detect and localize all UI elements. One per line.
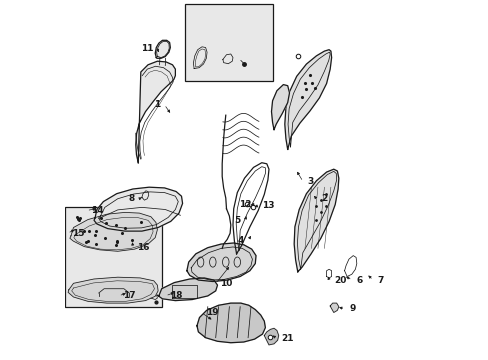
Polygon shape — [284, 50, 331, 149]
Polygon shape — [329, 303, 338, 312]
Text: 20: 20 — [333, 276, 346, 285]
Polygon shape — [157, 278, 217, 301]
Text: 11: 11 — [140, 44, 153, 53]
Text: 14: 14 — [91, 206, 103, 215]
Text: 15: 15 — [72, 229, 84, 238]
Polygon shape — [155, 40, 170, 58]
Text: 21: 21 — [281, 334, 293, 343]
Text: 5: 5 — [234, 216, 241, 225]
Text: 10: 10 — [220, 279, 232, 288]
Text: 3: 3 — [307, 177, 313, 186]
Text: 16: 16 — [137, 243, 149, 252]
Text: 4: 4 — [237, 236, 244, 245]
Polygon shape — [136, 61, 175, 163]
Polygon shape — [70, 212, 157, 251]
Text: 17: 17 — [122, 292, 135, 300]
Polygon shape — [197, 303, 265, 343]
FancyBboxPatch shape — [64, 207, 162, 307]
Text: 12: 12 — [239, 200, 251, 209]
Text: 2: 2 — [320, 194, 326, 203]
Text: 1: 1 — [153, 100, 160, 109]
FancyBboxPatch shape — [185, 4, 273, 81]
Polygon shape — [68, 277, 158, 303]
Text: 19: 19 — [205, 308, 218, 317]
Polygon shape — [94, 187, 182, 231]
Polygon shape — [264, 328, 278, 345]
Text: 13: 13 — [261, 202, 274, 210]
Text: 8: 8 — [128, 194, 135, 203]
Polygon shape — [186, 243, 256, 282]
Polygon shape — [271, 85, 289, 130]
Text: 18: 18 — [169, 292, 182, 300]
Text: 9: 9 — [349, 305, 355, 313]
Text: 7: 7 — [377, 276, 383, 284]
Polygon shape — [294, 169, 338, 272]
Text: 6: 6 — [356, 276, 362, 284]
